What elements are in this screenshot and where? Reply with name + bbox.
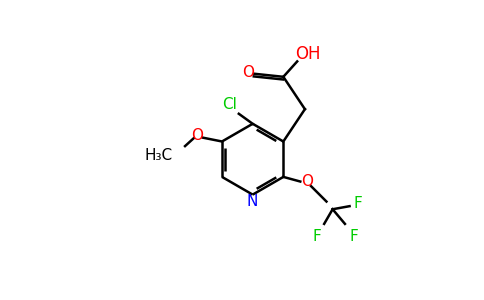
Text: Cl: Cl <box>222 97 237 112</box>
Text: O: O <box>242 65 254 80</box>
Text: H₃C: H₃C <box>145 148 173 163</box>
Text: N: N <box>247 194 258 209</box>
Text: F: F <box>354 196 363 211</box>
Text: O: O <box>301 174 313 189</box>
Text: F: F <box>349 229 358 244</box>
Text: F: F <box>313 229 321 244</box>
Text: O: O <box>191 128 203 143</box>
Text: OH: OH <box>295 46 321 64</box>
